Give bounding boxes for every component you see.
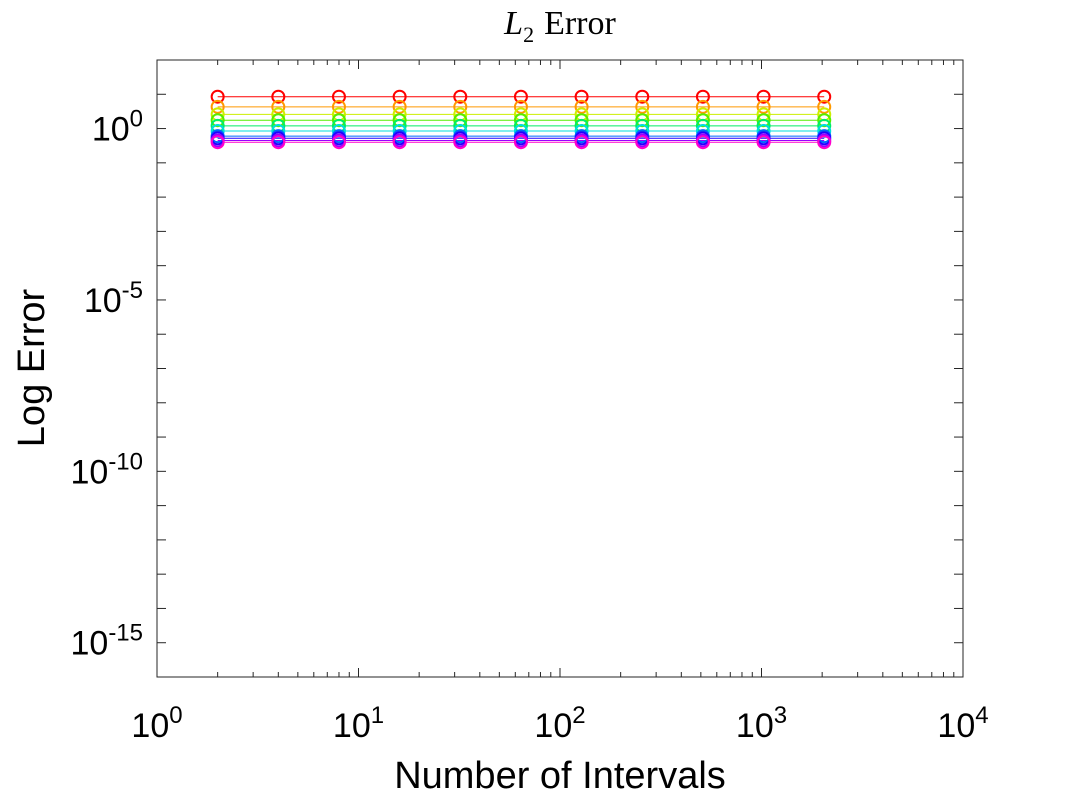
data-point-series-4	[210, 113, 225, 128]
y-tick-label-base: 10	[70, 625, 108, 663]
x-tick-label-exponent: 1	[371, 702, 384, 729]
x-tick-label-exponent: 3	[774, 702, 787, 729]
data-point-series-2	[210, 99, 225, 114]
data-point-series-2	[635, 99, 650, 114]
y-tick-label-exponent: -5	[122, 277, 143, 304]
x-tick-label-base: 10	[333, 707, 371, 745]
x-tick-label-base: 10	[131, 707, 169, 745]
data-point-series-1	[271, 89, 286, 104]
y-tick-label-exponent: 0	[130, 106, 143, 133]
y-tick-label-base: 10	[92, 111, 130, 149]
data-point-series-10	[271, 135, 286, 150]
title-variable: L	[503, 5, 523, 42]
data-point-series-10	[695, 135, 710, 150]
title-text: Error	[544, 5, 616, 42]
x-axis-label: Number of Intervals	[394, 755, 726, 797]
y-tick-label: 100	[92, 106, 143, 149]
axis-ticks	[156, 60, 963, 678]
data-point-series-1	[695, 89, 710, 104]
data-point-series-2	[271, 99, 286, 114]
data-point-series-4	[817, 113, 832, 128]
x-tick-label-base: 10	[937, 707, 975, 745]
data-point-series-10	[331, 135, 346, 150]
data-point-series-10	[513, 135, 528, 150]
series-markers	[210, 89, 832, 150]
data-point-series-2	[817, 99, 832, 114]
x-tick-label-exponent: 2	[572, 702, 585, 729]
data-point-series-1	[574, 89, 589, 104]
x-tick-label-exponent: 4	[975, 702, 988, 729]
x-tick-label-base: 10	[736, 707, 774, 745]
y-tick-label-base: 10	[70, 453, 108, 491]
plot-area	[156, 59, 964, 678]
data-point-series-1	[756, 89, 771, 104]
data-point-series-4	[635, 113, 650, 128]
data-point-series-10	[817, 135, 832, 150]
data-point-series-4	[756, 113, 771, 128]
y-axis-label: Log Error	[11, 288, 53, 447]
y-tick-label-exponent: -10	[108, 448, 143, 475]
data-point-series-10	[635, 135, 650, 150]
data-point-series-4	[574, 113, 589, 128]
data-point-series-4	[331, 113, 346, 128]
y-tick-label: 10-10	[70, 448, 143, 491]
data-point-series-2	[756, 99, 771, 114]
data-point-series-2	[695, 99, 710, 114]
data-point-series-1	[513, 89, 528, 104]
x-tick-label: 104	[937, 702, 988, 745]
data-point-series-10	[392, 135, 407, 150]
x-tick-label-exponent: 0	[169, 702, 182, 729]
data-point-series-2	[513, 99, 528, 114]
data-point-series-2	[453, 99, 468, 114]
title-subscript: 2	[523, 22, 534, 47]
data-point-series-10	[574, 135, 589, 150]
data-point-series-10	[210, 135, 225, 150]
chart-title: L2 Error	[503, 5, 616, 47]
x-tick-label: 101	[333, 702, 384, 745]
data-point-series-4	[392, 113, 407, 128]
x-tick-labels: 100 101 102 103 104	[131, 702, 988, 745]
x-tick-label: 102	[534, 702, 585, 745]
data-point-series-4	[695, 113, 710, 128]
data-point-series-2	[392, 99, 407, 114]
y-tick-label-exponent: -15	[108, 620, 143, 647]
y-tick-label: 10-5	[84, 277, 143, 320]
data-point-series-1	[635, 89, 650, 104]
data-point-series-1	[331, 89, 346, 104]
x-tick-label: 100	[131, 702, 182, 745]
data-point-series-4	[453, 113, 468, 128]
data-point-series-10	[756, 135, 771, 150]
data-point-series-2	[574, 99, 589, 114]
data-point-series-4	[271, 113, 286, 128]
x-tick-label: 103	[736, 702, 787, 745]
x-tick-label-base: 10	[534, 707, 572, 745]
y-tick-label: 10-15	[70, 620, 143, 663]
data-point-series-4	[513, 113, 528, 128]
data-point-series-1	[817, 89, 832, 104]
data-point-series-10	[453, 135, 468, 150]
data-point-series-2	[331, 99, 346, 114]
y-tick-label-base: 10	[84, 282, 122, 320]
data-point-series-1	[453, 89, 468, 104]
data-point-series-1	[210, 89, 225, 104]
data-point-series-1	[392, 89, 407, 104]
